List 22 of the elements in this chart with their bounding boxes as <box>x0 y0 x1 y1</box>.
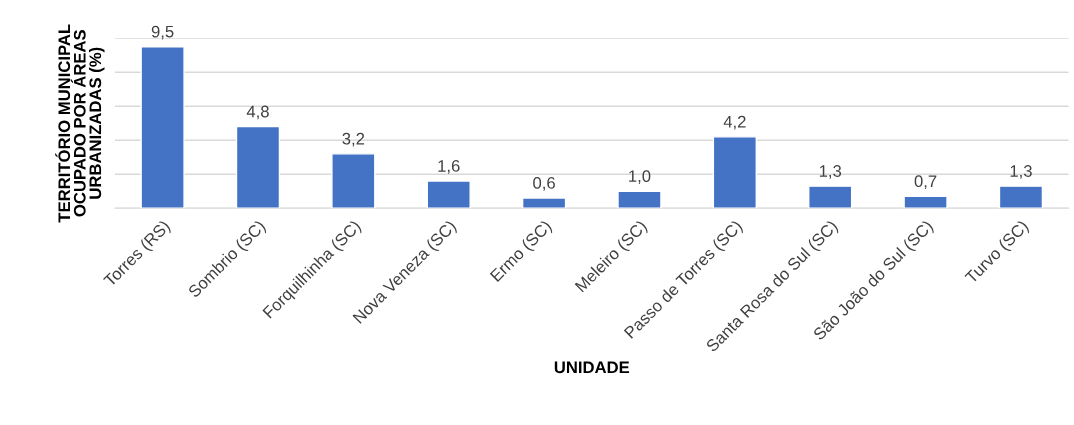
bar <box>617 190 662 209</box>
data-label: 1,0 <box>629 170 651 184</box>
bar <box>998 185 1044 209</box>
bar <box>140 46 185 209</box>
x-axis-title: UNIDADE <box>554 361 630 374</box>
data-label: 3,2 <box>342 132 365 147</box>
data-label: 9,5 <box>151 25 174 40</box>
bar <box>331 153 376 209</box>
y-axis-title: TERRITÓRIO MUNICIPAL OCUPADO POR ÁREAS URBANIZADAS (%) <box>55 24 105 223</box>
bar <box>426 180 471 209</box>
bar <box>712 136 757 209</box>
bar <box>235 125 281 209</box>
bar <box>903 195 948 209</box>
bar <box>808 185 853 209</box>
data-label: 4,8 <box>246 105 269 120</box>
data-label: 1,3 <box>819 165 842 179</box>
bar <box>521 197 567 209</box>
data-label: 1,3 <box>1010 165 1032 179</box>
data-label: 0,6 <box>533 177 555 191</box>
data-label: 1,6 <box>438 160 460 174</box>
data-label: 4,2 <box>723 115 746 130</box>
data-label: 0,7 <box>914 175 937 190</box>
